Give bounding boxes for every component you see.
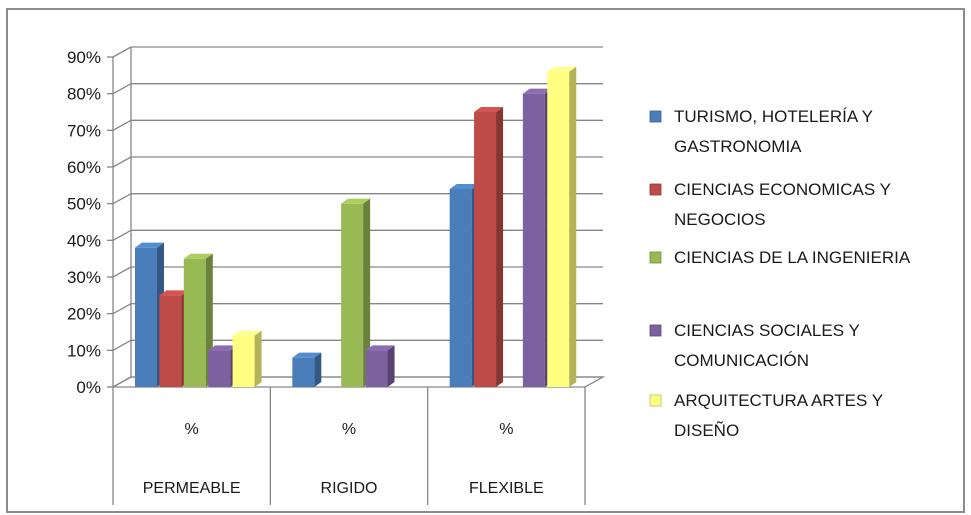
legend-item: CIENCIAS DE LA INGENIERIA (649, 248, 911, 267)
bar-front (341, 203, 364, 387)
legend-label: TURISMO, HOTELERÍA Y (674, 107, 873, 126)
bar-front (232, 335, 255, 387)
bar-side (314, 352, 322, 387)
bar (183, 253, 213, 387)
bar-front (208, 350, 231, 387)
legend-label: GASTRONOMIA (674, 137, 802, 156)
bar-front (135, 247, 157, 387)
legend-swatch (649, 110, 662, 123)
bar-front (159, 295, 182, 387)
bar-front (365, 350, 388, 387)
bar-top (159, 290, 189, 296)
depth-gridline (112, 303, 132, 315)
bar-top (547, 66, 577, 72)
depth-gridline (112, 266, 132, 278)
legend-label: CIENCIAS SOCIALES Y (674, 321, 860, 340)
bar-side (254, 330, 262, 387)
category-label: RIGIDO (321, 480, 378, 497)
bar (232, 330, 262, 387)
bar-front (547, 71, 570, 388)
depth-gridline (112, 156, 132, 168)
depth-gridline (112, 46, 132, 58)
legend-swatch (649, 394, 662, 407)
legend-item: ARQUITECTURA ARTES Y DISEÑO (649, 391, 883, 440)
bar-layer (135, 66, 577, 388)
legend-item: TURISMO, HOTELERÍA Y GASTRONOMIA (649, 107, 873, 156)
y-tick-label: 90% (67, 48, 101, 67)
bar-side (363, 198, 371, 387)
bar-front (449, 189, 472, 387)
legend-label: ARQUITECTURA ARTES Y (674, 391, 883, 410)
legend-label: CIENCIAS DE LA INGENIERIA (674, 248, 911, 267)
legend: TURISMO, HOTELERÍA Y GASTRONOMIA CIENCIAS … (649, 107, 911, 440)
bar (547, 66, 577, 388)
bar-side (569, 66, 577, 388)
bar-front (183, 258, 206, 387)
category-sublabel: % (185, 421, 199, 438)
bar-top (135, 242, 164, 248)
category-label: FLEXIBLE (469, 480, 544, 497)
bar-top (522, 88, 552, 94)
bar-top (341, 198, 371, 204)
legend-swatch (649, 251, 662, 264)
y-tick-label: 0% (76, 378, 101, 397)
bar-top (208, 345, 238, 351)
y-tick-label: 20% (67, 305, 101, 324)
bar-top (449, 184, 479, 189)
depth-gridline (112, 83, 132, 95)
bar-top (474, 107, 504, 112)
y-tick-label: 50% (67, 195, 101, 214)
legend-label: DISEÑO (674, 421, 739, 440)
bar (474, 107, 504, 387)
bar (341, 198, 371, 387)
bar (365, 345, 395, 387)
bar-top (365, 345, 395, 351)
depth-gridline (112, 193, 132, 205)
category-label: PERMEABLE (143, 480, 241, 497)
depth-gridline (112, 119, 132, 131)
bar-front (292, 357, 315, 387)
legend-label: CIENCIAS ECONOMICAS Y (674, 180, 891, 199)
legend-label: NEGOCIOS (674, 210, 766, 229)
category-sublabel: % (499, 421, 513, 438)
y-tick-label: 40% (67, 231, 101, 250)
bar-side (387, 345, 395, 387)
legend-item: CIENCIAS SOCIALES Y COMUNICACIÓN (649, 321, 860, 370)
category-table: % PERMEABLE% RIGIDO% FLEXIBLE (112, 387, 586, 505)
legend-label: COMUNICACIÓN (674, 351, 809, 370)
y-tick-label: 10% (67, 341, 101, 360)
y-tick-label: 60% (67, 158, 101, 177)
depth-gridline (112, 229, 132, 241)
bar-top (183, 253, 213, 259)
bar-top (232, 330, 262, 336)
y-tick-label: 80% (67, 85, 101, 104)
y-tick-label: 30% (67, 268, 101, 287)
depth-gridline (112, 339, 132, 351)
axis-layer: 0% 10% 20% 30% 40% 50% 60% 70% 80% 90% (67, 47, 606, 397)
bar-side (496, 107, 504, 387)
bar-front (522, 93, 545, 388)
y-tick-label: 70% (67, 121, 101, 140)
bar-front (474, 112, 497, 387)
category-sublabel: % (342, 421, 356, 438)
bar (292, 352, 322, 387)
bar-top (292, 352, 322, 358)
legend-item: CIENCIAS ECONOMICAS Y NEGOCIOS (649, 180, 891, 229)
legend-swatch (649, 183, 662, 196)
legend-swatch (649, 324, 662, 337)
